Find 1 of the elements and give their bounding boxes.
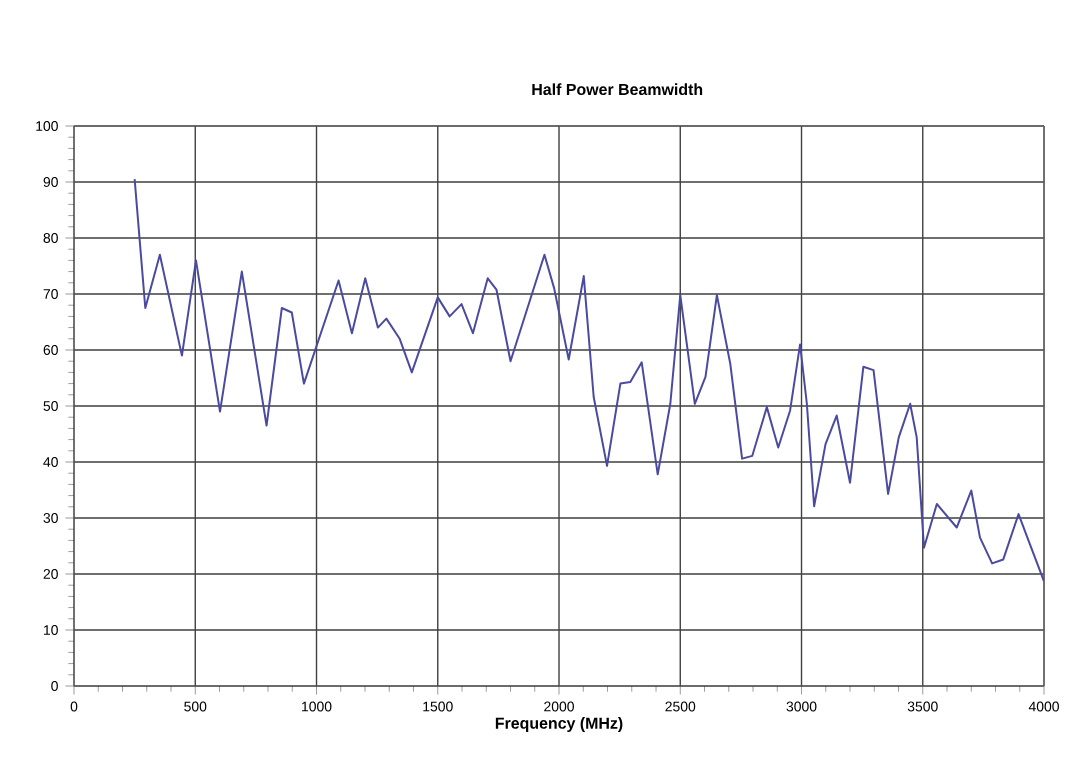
line-series [133, 178, 1045, 583]
